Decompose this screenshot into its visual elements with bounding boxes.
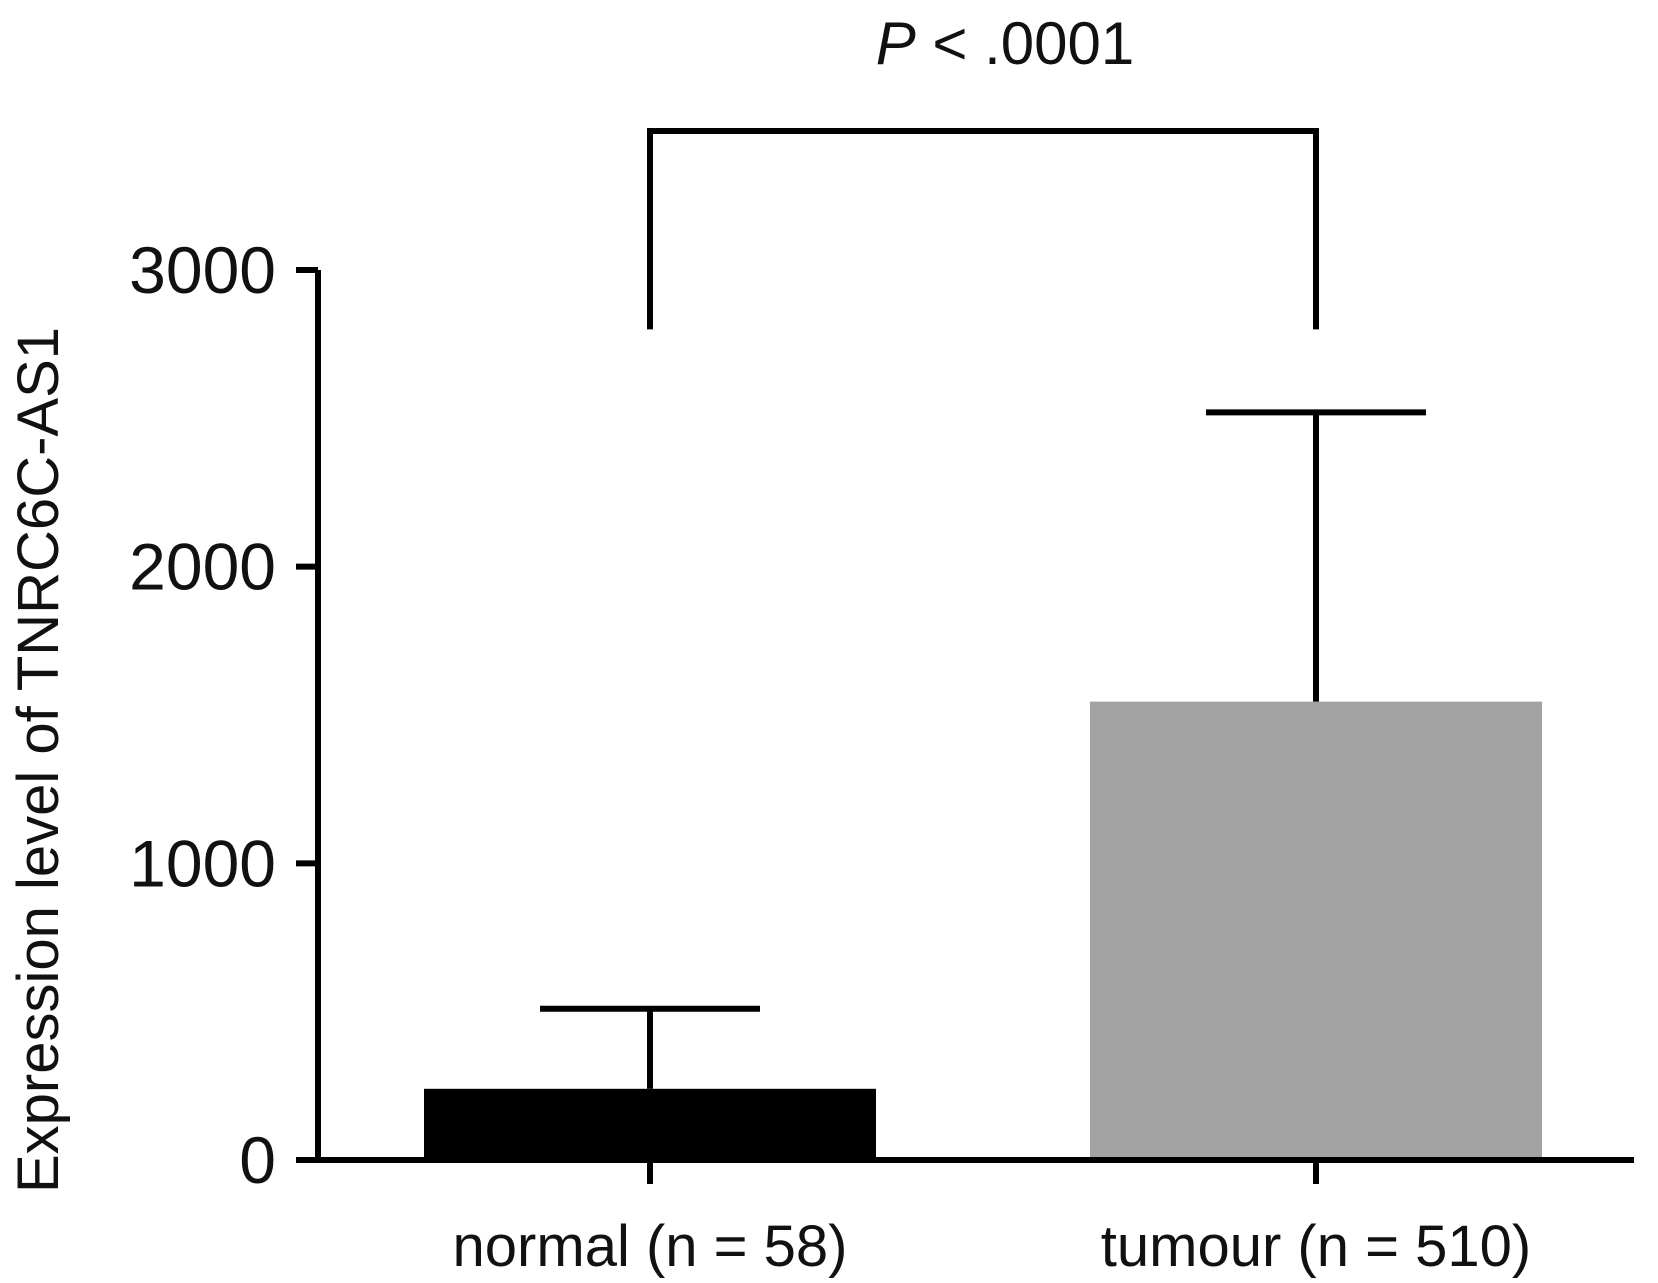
bars-group bbox=[424, 701, 1542, 1160]
bar-tumour bbox=[1090, 701, 1542, 1160]
x-tick-label: tumour (n = 510) bbox=[1101, 1214, 1531, 1279]
x-ticks-group: normal (n = 58) tumour (n = 510) bbox=[453, 1160, 1531, 1279]
bar-normal bbox=[424, 1088, 876, 1160]
y-ticks-group: 0 1000 2000 3000 bbox=[129, 233, 318, 1197]
y-tick-label: 0 bbox=[239, 1123, 276, 1197]
significance-bracket bbox=[647, 128, 1319, 330]
y-tick-label: 2000 bbox=[129, 530, 276, 604]
error-bars-group bbox=[540, 409, 1426, 1089]
p-value-annotation: P < .0001 bbox=[876, 10, 1135, 77]
y-tick-label: 1000 bbox=[129, 826, 276, 900]
p-value-text: < .0001 bbox=[916, 10, 1135, 77]
y-axis-label: Expression level of TNRC6C-AS1 bbox=[6, 327, 71, 1193]
y-tick-label: 3000 bbox=[129, 233, 276, 307]
p-value-symbol: P bbox=[876, 10, 916, 77]
x-tick-label: normal (n = 58) bbox=[453, 1214, 848, 1279]
